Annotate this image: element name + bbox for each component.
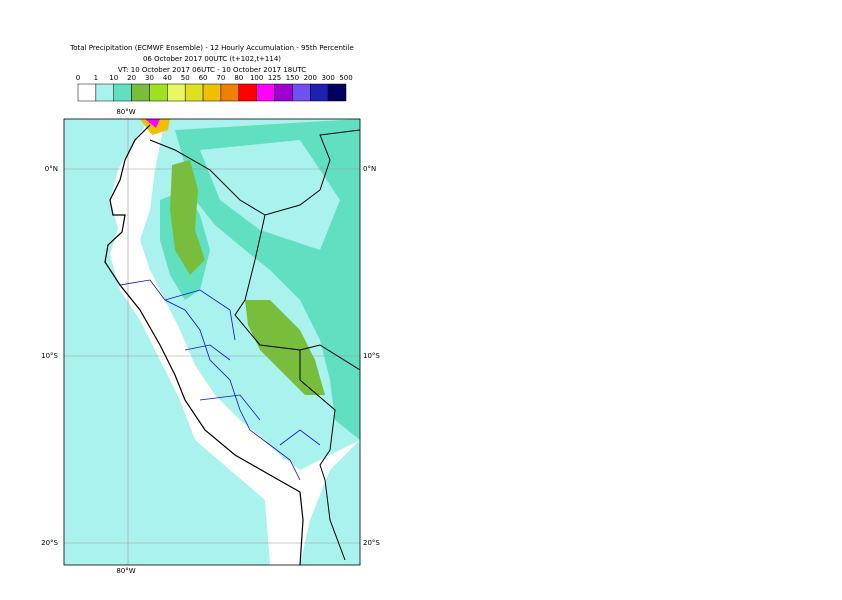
- precip-heavy: [245, 300, 325, 395]
- lat-label: 20°S: [41, 539, 58, 547]
- legend-swatch: [131, 83, 150, 102]
- admin-border: [119, 279, 321, 481]
- lon-label: 80°W: [116, 108, 135, 116]
- precip-max: [145, 119, 160, 128]
- legend-label: 150: [286, 74, 299, 82]
- precip-heavy: [170, 160, 205, 275]
- legend-swatch: [77, 83, 97, 102]
- legend-swatch: [167, 83, 186, 102]
- border: [149, 129, 360, 561]
- legend-swatch: [238, 83, 257, 102]
- precip-moderate: [175, 119, 360, 440]
- legend-label: 125: [268, 74, 281, 82]
- legend-label: 20: [127, 74, 136, 82]
- legend-label: 80: [234, 74, 243, 82]
- legend-label: 500: [339, 74, 352, 82]
- title-line: Total Precipitation (ECMWF Ensemble) - 1…: [69, 44, 354, 52]
- legend-label: 10: [109, 74, 118, 82]
- title: Total Precipitation (ECMWF Ensemble) - 1…: [69, 44, 354, 74]
- lat-label: 0°N: [45, 165, 58, 173]
- legend-label: 100: [250, 74, 263, 82]
- legend-label: 70: [216, 74, 225, 82]
- legend-swatch: [184, 83, 204, 102]
- lon-label: 80°W: [116, 567, 135, 575]
- graticule: [64, 119, 360, 565]
- lat-label: 0°N: [363, 165, 376, 173]
- legend-swatch: [274, 83, 293, 102]
- legend-swatch: [310, 83, 329, 102]
- legend-swatch: [149, 83, 168, 102]
- map-frame: [63, 118, 361, 566]
- legend-label: 0: [76, 74, 80, 82]
- legend-swatch: [202, 83, 222, 102]
- legend-swatch: [113, 83, 132, 102]
- legend-label: 200: [304, 74, 317, 82]
- legend-swatch: [256, 83, 275, 102]
- lat-label: 10°S: [41, 352, 58, 360]
- legend-label: 50: [181, 74, 190, 82]
- legend-label: 40: [163, 74, 172, 82]
- legend-swatch: [220, 83, 240, 102]
- map: [64, 119, 360, 565]
- legend-label: 60: [199, 74, 208, 82]
- lat-label: 10°S: [363, 352, 380, 360]
- legend-label: 300: [321, 74, 334, 82]
- title-line: 06 October 2017 00UTC (t+102,t+114): [143, 55, 281, 63]
- title-line: VT: 10 October 2017 06UTC - 10 October 2…: [118, 66, 306, 74]
- legend-label: 1: [94, 74, 98, 82]
- lat-label: 20°S: [363, 539, 380, 547]
- legend-swatch: [292, 83, 311, 102]
- legend-label: 30: [145, 74, 154, 82]
- legend-swatch: [95, 83, 114, 102]
- legend: 0 1 10 20 30 40 50 60 70 80 100 125 150 200 300 500: [76, 74, 353, 102]
- legend-swatch: [327, 83, 347, 102]
